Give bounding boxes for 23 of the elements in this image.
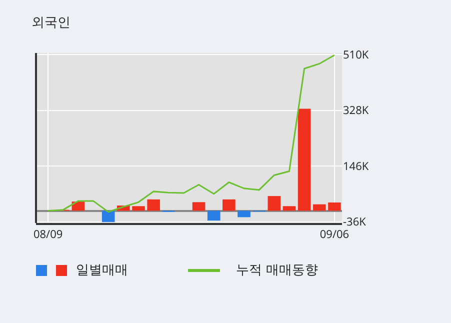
bar (192, 202, 206, 211)
y-tick-label: 510K (343, 47, 369, 62)
bar (147, 199, 160, 211)
bar (328, 202, 341, 211)
x-tick-label: 08/09 (33, 227, 63, 242)
bar (102, 210, 115, 222)
y-tick-label: -36K (343, 214, 366, 230)
bar (72, 202, 85, 211)
y-tick-label: 146K (343, 158, 369, 174)
legend-label: 일별매매 (76, 262, 128, 279)
bar (132, 206, 145, 211)
bar (312, 204, 326, 211)
bar (238, 210, 250, 218)
bar (222, 199, 236, 211)
bar (282, 206, 296, 211)
line-series (47, 54, 336, 213)
chart-title: 외국인 (32, 16, 71, 31)
bar (207, 210, 220, 221)
bar (268, 196, 281, 211)
y-tick-label: 328K (343, 103, 369, 118)
bar (298, 108, 311, 211)
legend-label: 누적 매매동향 (236, 262, 318, 279)
x-tick-label: 09/06 (320, 227, 350, 242)
